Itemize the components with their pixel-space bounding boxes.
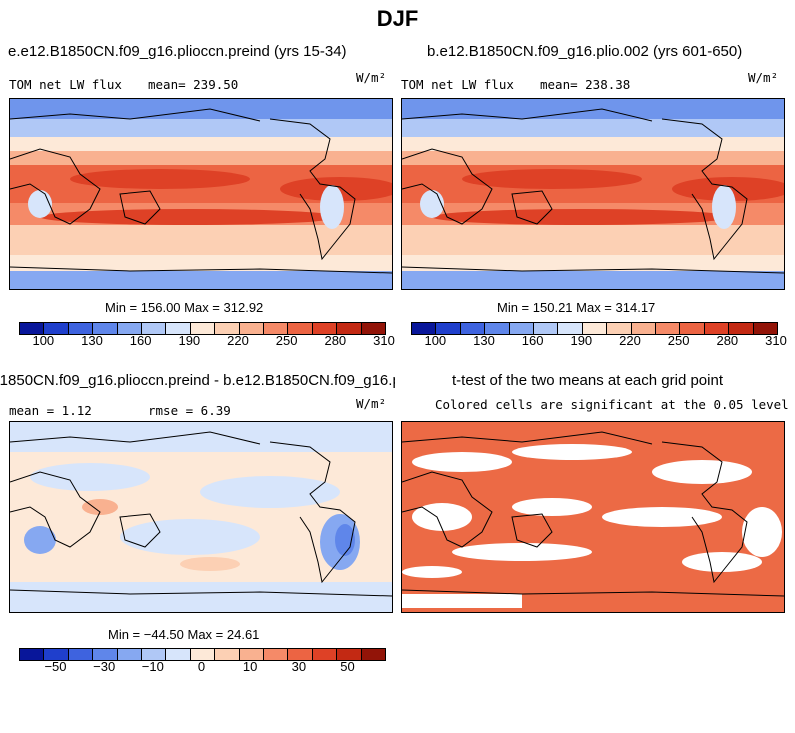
panel1-map (9, 98, 393, 290)
figure-title: DJF (376, 6, 419, 31)
panel1-colorbar-swatch (361, 323, 386, 334)
panel1-colorbar-swatch (93, 323, 118, 334)
panel3-title: e12.B1850CN.f09_g16.plioccn.preind - b.e… (0, 372, 395, 389)
panel3-rmse: rmse = 6.39 (148, 403, 231, 418)
panel1-colorbar-swatch (239, 323, 265, 334)
panel2-colorbar-swatch (412, 323, 437, 334)
panel3-colorbar-swatch (264, 649, 289, 660)
panel1-colorbar-swatch (166, 323, 191, 334)
panel3-colorbar-ticks: −50 −30 −10 0 10 30 50 (19, 659, 384, 675)
panel1-variable: TOM net LW flux (9, 77, 122, 92)
panel1-colorbar-tick-label: 100 (32, 333, 55, 348)
panel1-colorbar-swatch (20, 323, 45, 334)
panel2-colorbar-swatch (558, 323, 583, 334)
panel2-colorbar-swatch (509, 323, 535, 334)
panel2-colorbar-swatch (534, 323, 559, 334)
panel3-colorbar-swatch (142, 649, 167, 660)
panel1-colorbar-swatch (190, 323, 216, 334)
panel1-title: e.e12.B1850CN.f09_g16.plioccn.preind (yr… (8, 43, 347, 60)
panel3-colorbar (19, 648, 386, 661)
panel3-colorbar-swatch (239, 649, 265, 660)
panel2-title: b.e12.B1850CN.f09_g16.plio.002 (yrs 601-… (427, 43, 743, 60)
panel1-colorbar-tick-label: 130 (81, 333, 103, 348)
panel1-colorbar-swatch (117, 323, 143, 334)
panel3-colorbar-tick-label: −10 (141, 659, 164, 674)
panel3-colorbar-swatch (312, 649, 338, 660)
panel2-colorbar-swatch (485, 323, 510, 334)
panel2-colorbar-tick-label: 160 (521, 333, 544, 348)
panel2-colorbar-swatch (753, 323, 778, 334)
panel2-units: W/m² (748, 70, 779, 85)
panel3-colorbar-tick-label: −50 (44, 659, 67, 674)
panel3-colorbar-swatch (44, 649, 69, 660)
panel1-colorbar-swatch (142, 323, 167, 334)
panel3-map (9, 421, 393, 613)
panel1-colorbar-tick-label: 280 (324, 333, 347, 348)
panel1-colorbar-tick-label: 220 (227, 333, 249, 348)
panel1-colorbar-swatch (215, 323, 240, 334)
panel2-colorbar-tick-label: 280 (716, 333, 739, 348)
panel3-colorbar-tick-label: −30 (93, 659, 116, 674)
panel2-colorbar (411, 322, 778, 335)
panel3-colorbar-swatch (215, 649, 240, 660)
panel4-title: t-test of the two means at each grid poi… (452, 372, 723, 389)
panel2-minmax: Min = 150.21 Max = 314.17 (497, 300, 656, 315)
panel2-colorbar-swatch (607, 323, 632, 334)
panel2-colorbar-swatch (436, 323, 461, 334)
panel2-colorbar-ticks: 100 130 160 190 220 250 280 310 (411, 333, 786, 349)
panel2-colorbar-swatch (460, 323, 486, 334)
panel1-colorbar-tick-label: 160 (129, 333, 152, 348)
panel3-colorbar-swatch (68, 649, 94, 660)
panel3-colorbar-swatch (166, 649, 191, 660)
panel1-colorbar-tick-label: 310 (373, 333, 395, 348)
panel3-mean: mean = 1.12 (9, 403, 92, 418)
panel3-colorbar-tick-label: 10 (242, 659, 258, 674)
panel2-variable: TOM net LW flux (401, 77, 514, 92)
panel3-colorbar-tick-label: 50 (340, 659, 355, 674)
panel3-colorbar-tick-label: 30 (291, 659, 307, 674)
panel2-colorbar-swatch (680, 323, 705, 334)
panel3-colorbar-swatch (20, 649, 45, 660)
panel1-colorbar-swatch (337, 323, 362, 334)
panel3-colorbar-swatch (361, 649, 386, 660)
panel3-units: W/m² (356, 396, 387, 411)
panel2-colorbar-swatch (631, 323, 657, 334)
panel1-colorbar-swatch (312, 323, 338, 334)
panel2-colorbar-tick-label: 310 (765, 333, 787, 348)
panel3-colorbar-swatch (190, 649, 216, 660)
panel1-colorbar-swatch (264, 323, 289, 334)
panel4-note: Colored cells are significant at the 0.0… (435, 397, 789, 412)
panel2-colorbar-tick-label: 220 (619, 333, 641, 348)
panel3-colorbar-swatch (288, 649, 313, 660)
panel4-map (401, 421, 785, 613)
panel3-title-clip: e12.B1850CN.f09_g16.plioccn.preind - b.e… (0, 372, 395, 394)
panel3-colorbar-tick-label: 0 (197, 659, 206, 674)
panel2-colorbar-tick-label: 250 (667, 333, 690, 348)
panel2-map (401, 98, 785, 290)
panel2-colorbar-swatch (656, 323, 681, 334)
panel1-units: W/m² (356, 70, 387, 85)
panel2-colorbar-swatch (729, 323, 754, 334)
panel2-colorbar-tick-label: 130 (473, 333, 495, 348)
panel3-colorbar-swatch (337, 649, 362, 660)
panel2-mean: mean= 238.38 (540, 77, 631, 92)
panel1-mean: mean= 239.50 (148, 77, 239, 92)
panel2-colorbar-tick-label: 100 (424, 333, 447, 348)
panel1-colorbar (19, 322, 386, 335)
panel2-colorbar-swatch (582, 323, 608, 334)
panel1-colorbar-tick-label: 190 (178, 333, 201, 348)
panel3-minmax: Min = −44.50 Max = 24.61 (108, 627, 260, 642)
panel1-colorbar-tick-label: 250 (275, 333, 298, 348)
panel1-colorbar-swatch (288, 323, 313, 334)
panel1-minmax: Min = 156.00 Max = 312.92 (105, 300, 264, 315)
panel3-colorbar-swatch (117, 649, 143, 660)
panel2-colorbar-swatch (704, 323, 730, 334)
panel3-colorbar-swatch (93, 649, 118, 660)
panel1-colorbar-ticks: 100 130 160 190 220 250 280 310 (19, 333, 394, 349)
panel1-colorbar-swatch (68, 323, 94, 334)
panel1-colorbar-swatch (44, 323, 69, 334)
panel2-colorbar-tick-label: 190 (570, 333, 593, 348)
